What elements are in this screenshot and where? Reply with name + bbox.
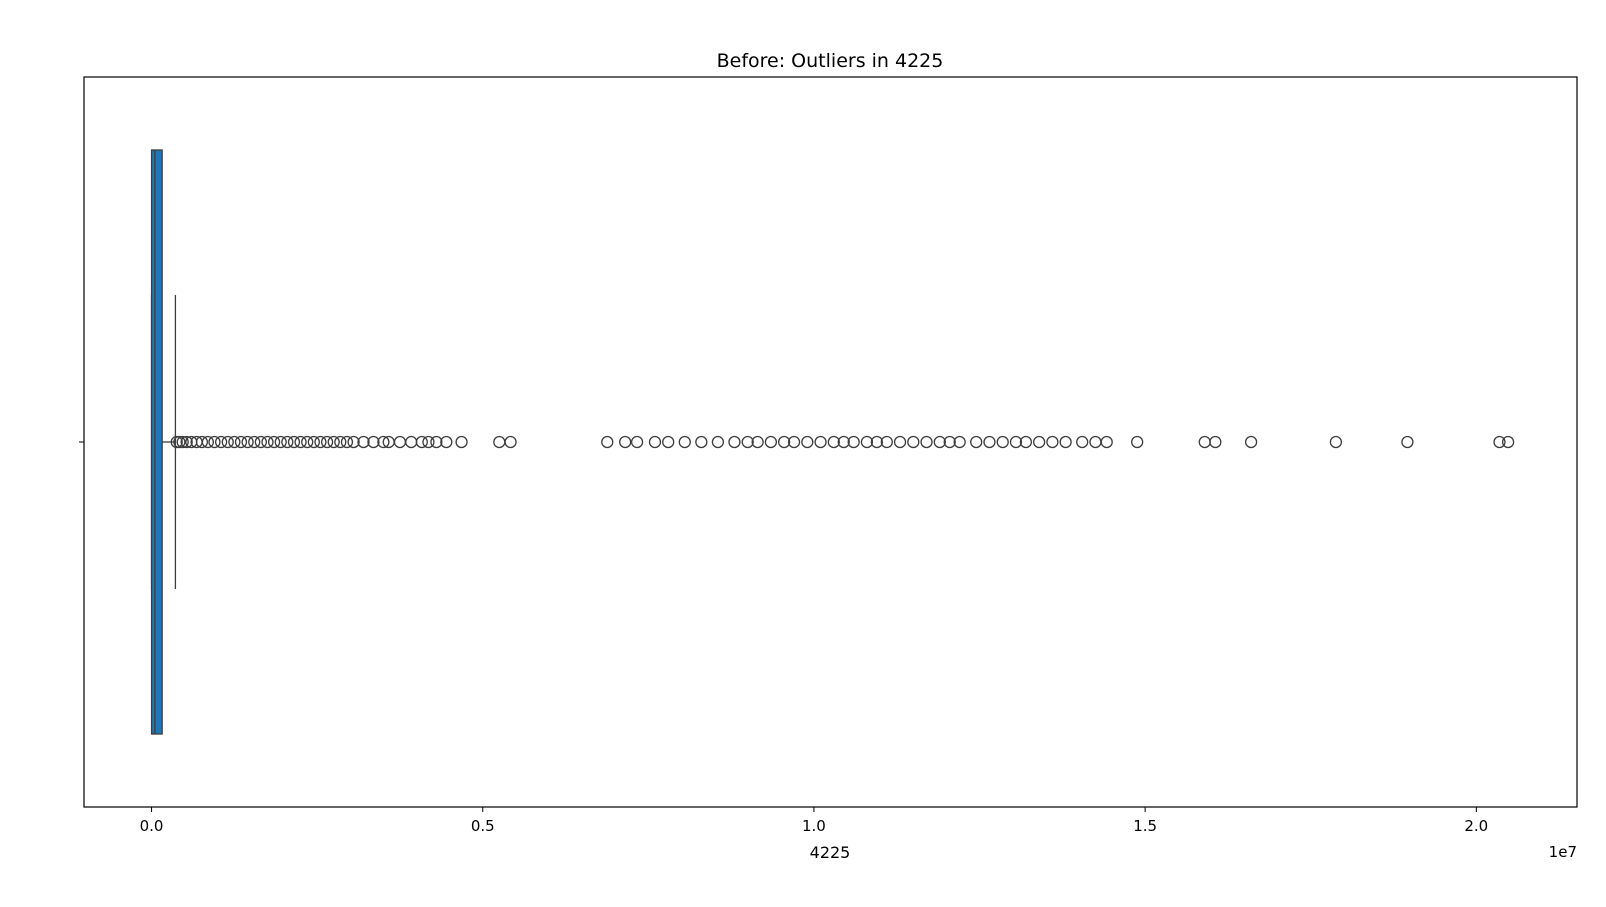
- outlier-point: [1244, 435, 1258, 449]
- outlier-point: [281, 435, 294, 449]
- outlier-point: [953, 435, 966, 449]
- outlier-point: [228, 435, 241, 449]
- outlier-point: [195, 435, 209, 449]
- outlier-point: [1493, 435, 1506, 449]
- outlier-point: [301, 435, 314, 449]
- outlier-point: [1329, 435, 1343, 449]
- outlier-point: [1046, 435, 1059, 449]
- x-axis: 0.0 0.5 1.0 1.5 2.0: [140, 807, 1488, 835]
- x-tick-label: 1.5: [1133, 817, 1157, 835]
- outlier-point: [601, 435, 614, 449]
- outlier-point: [1198, 435, 1211, 449]
- outlier-point: [327, 435, 340, 449]
- outlier-point: [340, 435, 354, 449]
- outlier-point: [920, 435, 933, 449]
- outlier-point: [267, 435, 281, 449]
- outlier-point: [678, 435, 691, 449]
- outlier-point: [320, 435, 334, 449]
- outlier-point: [1100, 435, 1113, 449]
- outlier-point: [254, 435, 268, 449]
- outlier-point: [221, 435, 234, 449]
- outlier-point: [1131, 435, 1144, 449]
- outlier-point: [943, 435, 956, 449]
- x-axis-label: 4225: [810, 843, 851, 862]
- chart-title: Before: Outliers in 4225: [717, 50, 944, 72]
- outlier-point: [801, 435, 814, 449]
- outlier-point: [357, 435, 370, 449]
- outlier-point: [415, 435, 428, 449]
- outlier-point: [814, 435, 827, 449]
- outlier-point: [241, 435, 254, 449]
- outlier-point: [751, 435, 764, 449]
- outlier-point: [201, 435, 215, 449]
- x-axis-offset-label: 1e7: [1549, 843, 1577, 861]
- outlier-point: [307, 435, 320, 449]
- outlier-point: [893, 435, 907, 449]
- outlier-point: [695, 435, 708, 449]
- outlier-point: [405, 435, 418, 449]
- box-iqr: [150, 149, 163, 735]
- x-tick-label: 0.5: [471, 817, 495, 835]
- outlier-point: [933, 435, 946, 449]
- outlier-point: [347, 435, 360, 449]
- outlier-point: [1032, 435, 1046, 449]
- x-tick-label: 1.0: [802, 817, 826, 835]
- outlier-point: [996, 435, 1009, 449]
- outlier-point: [430, 435, 443, 449]
- outlier-point: [173, 435, 186, 449]
- outlier-point: [711, 435, 725, 449]
- outlier-point: [907, 435, 920, 449]
- outlier-point: [294, 435, 307, 449]
- outlier-point: [180, 435, 193, 449]
- outlier-point: [234, 435, 248, 449]
- outlier-point: [847, 435, 860, 449]
- outlier-point: [1019, 435, 1033, 449]
- outlier-point: [377, 435, 390, 449]
- outlier-point: [870, 435, 884, 449]
- outlier-point: [837, 435, 850, 449]
- x-tick-label: 2.0: [1464, 817, 1488, 835]
- plot-area: [150, 149, 1515, 735]
- outlier-point: [287, 435, 301, 449]
- outlier-point: [630, 435, 644, 449]
- outlier-point: [860, 435, 874, 449]
- outlier-point: [827, 435, 840, 449]
- x-tick-label: 0.0: [140, 817, 164, 835]
- outlier-point: [440, 435, 453, 449]
- outlier-point: [455, 435, 468, 449]
- outlier-point: [1501, 435, 1515, 449]
- outlier-point: [208, 435, 221, 449]
- outlier-point: [619, 435, 632, 449]
- outlier-point: [1089, 435, 1102, 449]
- outlier-point: [214, 435, 228, 449]
- outlier-point: [274, 435, 287, 449]
- outlier-point: [741, 435, 754, 449]
- outlier-point: [728, 435, 741, 449]
- outlier-point: [422, 435, 435, 449]
- outlier-point: [970, 435, 983, 449]
- outlier-point: [261, 435, 274, 449]
- outlier-point: [176, 435, 189, 449]
- outlier-point: [983, 435, 996, 449]
- outlier-point: [248, 435, 261, 449]
- outlier-point: [787, 435, 801, 449]
- outlier-point: [1209, 435, 1222, 449]
- outlier-point: [334, 435, 347, 449]
- outlier-point: [393, 435, 407, 449]
- outlier-point: [1401, 435, 1414, 449]
- outlier-point: [1059, 435, 1072, 449]
- outlier-point: [367, 435, 380, 449]
- outlier-point: [1009, 435, 1023, 449]
- outlier-point: [1076, 435, 1089, 449]
- outlier-point: [777, 435, 791, 449]
- outlier-point: [662, 435, 675, 449]
- outlier-point: [314, 435, 327, 449]
- outlier-point: [504, 435, 517, 449]
- outlier-point: [764, 435, 778, 449]
- outlier-point: [648, 435, 662, 449]
- outlier-point: [493, 435, 506, 449]
- outlier-point: [880, 435, 893, 449]
